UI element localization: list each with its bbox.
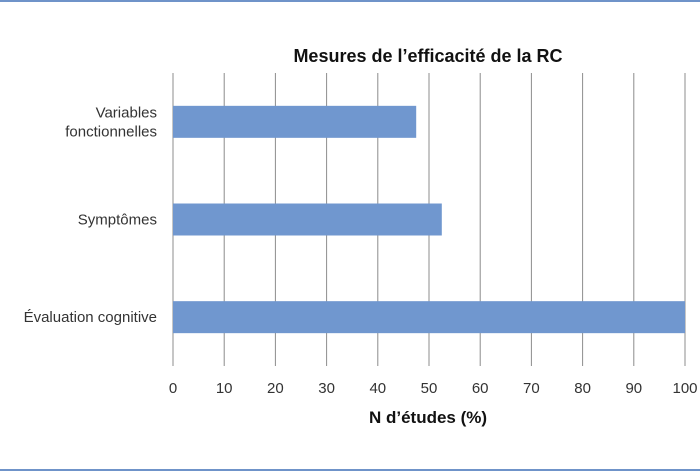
x-axis-label: N d’études (%)	[369, 408, 487, 427]
x-tick-label: 20	[267, 380, 284, 397]
bottom-border	[0, 469, 700, 471]
x-tick-label: 100	[672, 380, 697, 397]
category-label: Évaluation cognitive	[24, 309, 157, 326]
top-border	[0, 0, 700, 2]
x-tick-label: 10	[216, 380, 233, 397]
bar	[173, 105, 417, 138]
x-tick-label: 70	[523, 380, 540, 397]
x-tick-labels: 0 10 20 30 40 50 60 70 80 90 100	[169, 380, 698, 397]
x-tick-label: 80	[574, 380, 591, 397]
x-tick-label: 90	[625, 380, 642, 397]
x-tick-label: 40	[369, 380, 386, 397]
x-tick-label: 0	[169, 380, 177, 397]
bar	[173, 301, 685, 334]
category-label: Symptômes	[78, 212, 157, 229]
category-label: Variables	[96, 104, 157, 121]
category-label: fonctionnelles	[65, 123, 157, 140]
x-tick-label: 50	[421, 380, 438, 397]
chart-title: Mesures de l’efficacité de la RC	[293, 46, 562, 66]
x-tick-label: 30	[318, 380, 335, 397]
x-tick-label: 60	[472, 380, 489, 397]
category-labels: Variables fonctionnelles Symptômes Évaluati…	[24, 104, 157, 326]
bars	[173, 105, 685, 334]
bar	[173, 203, 442, 236]
